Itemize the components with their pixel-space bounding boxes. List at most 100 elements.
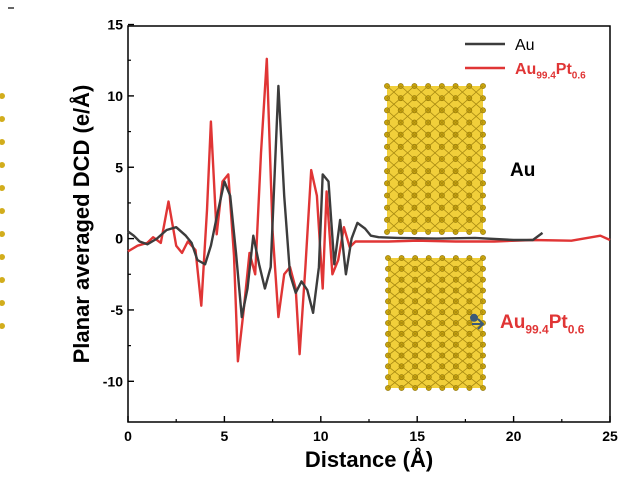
crystal-bond [414, 333, 429, 345]
crystal-bond [441, 183, 456, 196]
crystal-bond [387, 366, 402, 378]
crystal-bond [414, 366, 429, 378]
crystal-bond [442, 268, 457, 280]
crystal-bond [400, 85, 415, 99]
crystal-bond [427, 183, 443, 196]
fragment-atom [0, 185, 5, 191]
crystal-bond [401, 333, 416, 345]
crystal-bond [427, 170, 443, 184]
crystal-bond [387, 257, 402, 270]
crystal-bond [387, 279, 402, 291]
series-line [127, 57, 611, 363]
crystal-bond [469, 170, 484, 184]
crystal-bond [387, 333, 402, 345]
crystal-bond [455, 355, 470, 367]
crystal-bond [469, 355, 484, 367]
x-tick-label: 25 [602, 428, 618, 444]
crystal-bond [455, 97, 470, 111]
y-tick-label-zero: 0 [115, 231, 123, 247]
crystal-bond [387, 311, 402, 324]
crystal-bond [455, 301, 470, 313]
crystal-bond [414, 219, 429, 233]
crystal-bond [414, 301, 429, 313]
crystal-bond [441, 97, 456, 111]
y-tick-label: 0 [115, 231, 123, 247]
crystal-bond [386, 85, 401, 99]
plot-frame [127, 25, 611, 423]
crystal-bond [414, 207, 429, 221]
crystal-bond [414, 170, 429, 184]
crystal-bond [401, 290, 416, 302]
au-crystal-structure-image [384, 83, 486, 235]
crystal-bond [455, 290, 470, 302]
crystal-bond [469, 134, 484, 148]
crystal-bond [455, 110, 470, 123]
fragment-atom [0, 93, 5, 99]
crystal-bond [455, 219, 470, 233]
crystal-bond [414, 97, 429, 111]
crystal-bond [387, 355, 402, 367]
crystal-bond [469, 290, 484, 302]
crystal-bond [387, 268, 402, 280]
crystal-bond [427, 219, 443, 233]
crystal-bond [400, 195, 415, 208]
crystal-bond [469, 219, 484, 233]
crystal-bond [469, 207, 484, 221]
crystal-bond [414, 268, 429, 280]
crystal-bond [428, 366, 443, 378]
crystal-bond [455, 183, 470, 196]
crystal-bond [427, 207, 443, 221]
crystal-bond [386, 207, 401, 221]
crystal-bond [469, 122, 484, 135]
crystal-bond [401, 376, 416, 389]
y-tick-label: 5 [115, 159, 123, 175]
crystal-bond [442, 279, 457, 291]
crystal-bond [414, 279, 429, 291]
crystal-bond [469, 376, 484, 389]
fragment-atom [0, 300, 5, 306]
crystal-bond [414, 158, 429, 172]
y-tick-label: -10 [103, 373, 123, 389]
y-tick-label: 10 [107, 88, 123, 104]
series-line [127, 84, 544, 319]
crystal-bond [401, 366, 416, 378]
crystal-bond [469, 158, 484, 172]
crystal-bond [442, 366, 457, 378]
crystal-bond [441, 85, 456, 99]
crystal-bond [414, 195, 429, 208]
crystal-bond [455, 207, 470, 221]
legend: Au Au99.4Pt0.6 [465, 37, 586, 81]
crystal-bond [414, 257, 429, 270]
crystal-bond [428, 290, 443, 302]
fragment-atom [0, 231, 5, 237]
y-tick-label: 15 [107, 17, 123, 33]
crystal-bond [400, 207, 415, 221]
crystal-bond [455, 85, 470, 99]
crystal-bond [441, 110, 456, 123]
crystal-bond [386, 158, 401, 172]
crystal-bond [469, 195, 484, 208]
crystal-bond [427, 122, 443, 135]
x-axis-title: Distance (Å) [305, 446, 433, 472]
crystal-bond [442, 376, 457, 389]
crystal-bond [414, 376, 429, 389]
crystal-bond [455, 333, 470, 345]
crystal-bond [455, 322, 470, 335]
crystal-bond [442, 344, 457, 356]
crystal-bond [442, 257, 457, 270]
crystal-bond [387, 290, 402, 302]
fragment-atom [0, 254, 5, 260]
aupt-crystal-structure-image [385, 255, 486, 391]
series-layer [127, 57, 611, 363]
crystal-bond [428, 333, 443, 345]
crystal-bond [442, 301, 457, 313]
crystal-bond [428, 257, 443, 270]
crystal-bond [441, 195, 456, 208]
crystal-bond [428, 311, 443, 324]
crystal-bond [455, 134, 470, 148]
crystal-bond [428, 301, 443, 313]
crystal-bond [400, 110, 415, 123]
crystal-bond [469, 85, 484, 99]
